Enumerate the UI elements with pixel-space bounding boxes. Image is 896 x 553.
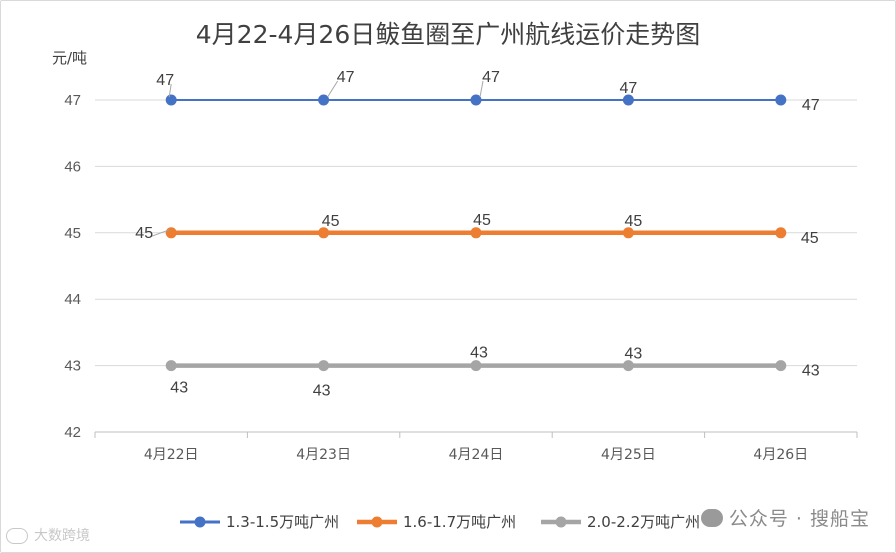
y-tick-label-45: 45 <box>64 225 81 242</box>
x-tick-label-3: 4月24日 <box>449 447 504 463</box>
gridlines <box>95 99 857 433</box>
series-2 <box>165 227 787 239</box>
legend: 1.3-1.5万吨广州 1.6-1.7万吨广州 2.0-2.2万吨广州 <box>180 513 700 531</box>
legend-item-2: 1.6-1.7万吨广州 <box>357 513 516 531</box>
leader-line <box>168 83 172 98</box>
data-label: 45 <box>801 230 819 247</box>
data-label: 43 <box>313 383 331 400</box>
data-point <box>470 360 482 372</box>
data-point <box>622 360 634 372</box>
x-tick-label-2: 4月23日 <box>296 447 351 463</box>
watermark-left: 大数跨境 <box>6 525 90 545</box>
data-point <box>775 360 787 372</box>
logo-icon <box>6 528 28 544</box>
data-point <box>470 94 482 106</box>
legend-item-1: 1.3-1.5万吨广州 <box>180 513 339 531</box>
legend-label: 2.0-2.2万吨广州 <box>587 513 700 531</box>
data-label: 45 <box>135 225 153 242</box>
x-tick-label-4: 4月25日 <box>601 447 656 463</box>
legend-swatch-marker <box>555 516 567 528</box>
series-1 <box>165 94 787 106</box>
data-label: 47 <box>156 72 174 89</box>
watermark-right-text: 公众号 · 搜船宝 <box>728 508 870 530</box>
y-axis: 42 43 44 45 46 47 <box>64 92 81 441</box>
data-label: 43 <box>470 345 488 362</box>
data-labels: 47 47 47 47 47 45 45 45 45 45 43 43 43 43 43 <box>135 69 819 400</box>
data-label: 47 <box>802 97 820 114</box>
y-tick-label-44: 44 <box>64 291 81 308</box>
wechat-icon <box>700 508 723 527</box>
data-point <box>470 227 482 239</box>
data-point <box>775 94 787 106</box>
y-tick-label-47: 47 <box>64 92 81 109</box>
leader-line <box>327 80 339 98</box>
y-axis-unit-label: 元/吨 <box>52 49 87 67</box>
series-3 <box>165 360 787 372</box>
data-point <box>165 227 177 239</box>
data-point <box>622 227 634 239</box>
y-tick-label-43: 43 <box>64 358 81 375</box>
series-layer <box>165 94 787 372</box>
leader-line <box>150 229 170 238</box>
x-axis: 4月22日 4月23日 4月24日 4月25日 4月26日 <box>94 432 858 463</box>
data-label: 45 <box>473 212 491 229</box>
data-label: 43 <box>802 363 820 380</box>
data-point <box>622 94 634 106</box>
chart-title: 4月22-4月26日鲅鱼圈至广州航线运价走势图 <box>196 20 700 49</box>
data-label: 45 <box>322 213 340 230</box>
y-tick-label-42: 42 <box>64 424 81 441</box>
data-label: 47 <box>620 80 638 97</box>
legend-label: 1.6-1.7万吨广州 <box>403 513 516 531</box>
data-point <box>165 94 177 106</box>
legend-item-3: 2.0-2.2万吨广州 <box>541 513 700 531</box>
data-label: 43 <box>625 346 643 363</box>
data-point <box>318 227 330 239</box>
data-label: 45 <box>625 213 643 230</box>
data-label: 47 <box>482 69 500 86</box>
x-tick-label-5: 4月26日 <box>753 447 808 463</box>
data-point <box>775 227 787 239</box>
legend-swatch-marker <box>194 516 206 528</box>
data-label: 43 <box>170 380 188 397</box>
watermark-left-text: 大数跨境 <box>34 528 90 544</box>
data-point <box>318 94 330 106</box>
legend-swatch-marker <box>371 516 383 528</box>
data-label: 47 <box>337 69 355 86</box>
legend-label: 1.3-1.5万吨广州 <box>226 513 339 531</box>
data-point <box>165 360 177 372</box>
watermark-right: 公众号 · 搜船宝 <box>700 504 870 531</box>
leader-line <box>479 80 484 98</box>
data-point <box>318 360 330 372</box>
y-tick-label-46: 46 <box>64 158 81 175</box>
x-tick-label-1: 4月22日 <box>144 447 199 463</box>
